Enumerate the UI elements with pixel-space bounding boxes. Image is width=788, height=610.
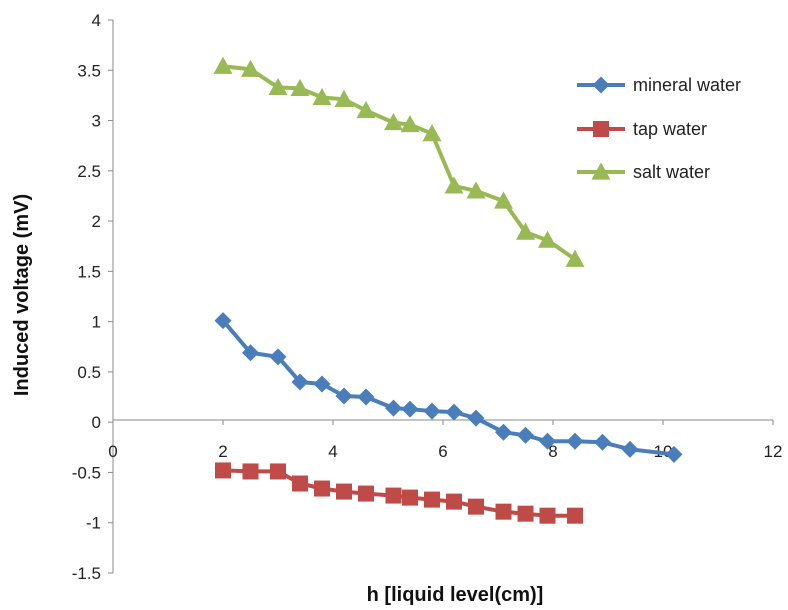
- legend-entry-mineral-water: mineral water: [577, 75, 741, 95]
- data-point-salt-water: [213, 56, 233, 74]
- data-point-tap-water: [424, 491, 440, 508]
- data-point-mineral-water: [385, 399, 402, 417]
- y-tick-labels: -1.5 -1 -0.5 0 0.5 1 1.5 2 2.5 3 3.5 4: [72, 11, 101, 583]
- data-point-mineral-water: [594, 433, 611, 451]
- data-point-salt-water: [400, 115, 420, 133]
- legend-label-mineral-water: mineral water: [633, 75, 741, 95]
- data-point-tap-water: [242, 463, 259, 480]
- y-tick-label: -0.5: [72, 463, 101, 482]
- legend-marker-salt-water: [591, 162, 611, 180]
- legend-marker-tap-water: [593, 121, 609, 137]
- x-tick-label: 12: [764, 442, 783, 461]
- data-point-salt-water: [516, 222, 535, 240]
- data-point-tap-water: [270, 463, 286, 480]
- data-point-salt-water: [422, 124, 442, 142]
- y-tick-label: 0.5: [77, 363, 101, 382]
- data-point-mineral-water: [335, 387, 353, 405]
- y-tick-label: 1.5: [77, 262, 101, 281]
- y-tick-label: 2: [92, 212, 101, 231]
- data-point-tap-water: [358, 485, 374, 502]
- data-point-salt-water: [312, 87, 332, 106]
- data-point-tap-water: [402, 489, 418, 506]
- data-point-tap-water: [292, 475, 308, 492]
- data-point-mineral-water: [401, 400, 419, 418]
- x-tick-labels: 0 2 4 6 8 10 12: [108, 442, 782, 461]
- x-tick-label: 4: [328, 442, 337, 461]
- y-tick-label: 3.5: [77, 61, 101, 80]
- data-point-mineral-water: [517, 426, 534, 444]
- data-point-mineral-water: [621, 440, 639, 458]
- data-point-salt-water: [290, 78, 310, 96]
- data-point-tap-water: [385, 487, 402, 504]
- data-point-salt-water: [444, 176, 464, 194]
- data-point-mineral-water: [539, 432, 556, 450]
- y-tick-label: 2.5: [77, 162, 101, 181]
- legend-label-salt-water: salt water: [633, 162, 710, 182]
- legend-marker-mineral-water: [592, 76, 610, 94]
- data-point-mineral-water: [445, 403, 463, 421]
- y-tick-label: -1: [86, 514, 101, 533]
- data-point-tap-water: [567, 507, 583, 524]
- data-point-mineral-water: [467, 409, 485, 427]
- series-mineral-water: [214, 312, 683, 463]
- data-point-mineral-water: [357, 388, 375, 406]
- data-point-mineral-water: [291, 373, 309, 391]
- data-point-mineral-water: [214, 312, 232, 330]
- data-point-salt-water: [241, 59, 260, 77]
- data-point-tap-water: [495, 503, 512, 520]
- y-tick-label: 0: [92, 413, 101, 432]
- data-point-tap-water: [446, 493, 462, 510]
- data-point-tap-water: [539, 507, 556, 524]
- axes: [108, 19, 774, 574]
- y-tick-label: 3: [92, 112, 101, 131]
- data-point-salt-water: [565, 249, 585, 267]
- series-line-salt-water: [222, 64, 577, 261]
- data-point-salt-water: [356, 100, 376, 119]
- y-tick-label: -1.5: [72, 564, 101, 583]
- data-point-tap-water: [517, 505, 534, 522]
- data-point-mineral-water: [495, 423, 512, 441]
- series-line-mineral-water: [221, 319, 675, 457]
- series-salt-water: [213, 56, 585, 267]
- data-point-salt-water: [494, 191, 513, 209]
- series-tap-water: [215, 462, 583, 524]
- x-tick-label: 8: [548, 442, 557, 461]
- y-tick-label: 1: [92, 313, 101, 332]
- legend-entry-salt-water: salt water: [577, 162, 710, 182]
- x-tick-label: 6: [438, 442, 447, 461]
- data-point-mineral-water: [313, 375, 331, 393]
- legend-label-tap-water: tap water: [633, 119, 707, 139]
- data-point-tap-water: [468, 498, 484, 515]
- data-point-salt-water: [268, 77, 288, 95]
- data-point-mineral-water: [665, 445, 683, 463]
- series-line-tap-water: [222, 468, 575, 518]
- data-point-salt-water: [466, 181, 486, 199]
- series-layer: [213, 56, 683, 524]
- data-point-salt-water: [384, 113, 403, 131]
- data-point-tap-water: [314, 480, 330, 497]
- data-point-mineral-water: [242, 344, 259, 362]
- x-tick-label: 0: [108, 442, 117, 461]
- data-point-salt-water: [334, 89, 354, 108]
- legend: mineral water tap water salt water: [577, 75, 741, 182]
- data-point-mineral-water: [423, 402, 441, 420]
- y-axis-title: Induced voltage (mV): [11, 194, 33, 396]
- data-point-mineral-water: [566, 432, 584, 450]
- data-point-tap-water: [215, 462, 231, 479]
- y-tick-label: 4: [92, 11, 101, 30]
- legend-entry-tap-water: tap water: [577, 119, 707, 139]
- data-point-tap-water: [336, 483, 352, 500]
- data-point-salt-water: [538, 230, 557, 248]
- x-tick-label: 2: [218, 442, 227, 461]
- x-axis-title: h [liquid level(cm)]: [367, 584, 544, 606]
- data-point-mineral-water: [269, 348, 287, 366]
